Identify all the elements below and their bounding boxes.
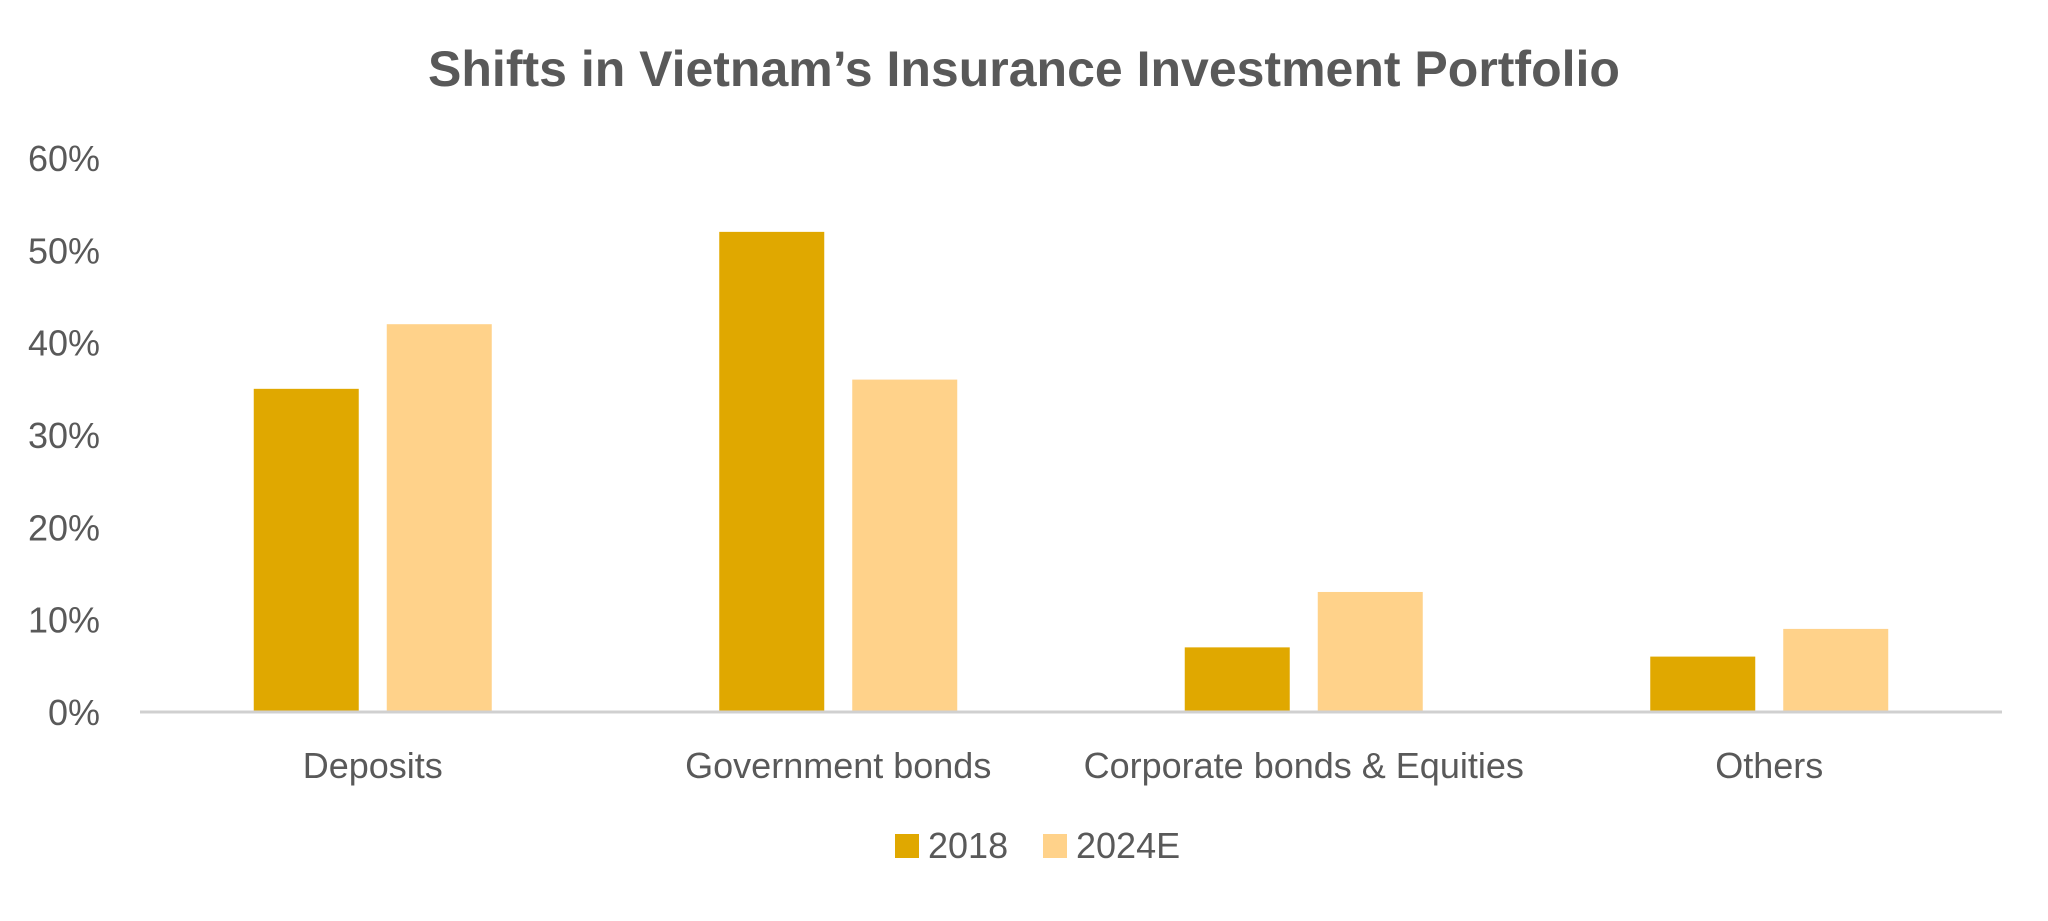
bar-2018-0 bbox=[253, 388, 359, 712]
bars bbox=[253, 231, 1889, 712]
bar-2024E-0 bbox=[386, 324, 492, 712]
y-tick-label: 30% bbox=[28, 415, 100, 456]
legend-label: 2024E bbox=[1076, 825, 1180, 866]
legend-label: 2018 bbox=[928, 825, 1008, 866]
bar-2018-2 bbox=[1184, 647, 1290, 712]
y-tick-label: 10% bbox=[28, 600, 100, 641]
y-tick-label: 20% bbox=[28, 507, 100, 548]
bar-2024E-1 bbox=[852, 379, 958, 712]
y-tick-label: 50% bbox=[28, 230, 100, 271]
category-labels: Deposits Government bonds Corporate bonds … bbox=[303, 745, 1824, 786]
category-label: Others bbox=[1715, 745, 1823, 786]
category-label: Deposits bbox=[303, 745, 443, 786]
legend-swatch-2018 bbox=[895, 834, 919, 858]
chart-title: Shifts in Vietnam’s Insurance Investment… bbox=[428, 41, 1620, 97]
category-label: Government bonds bbox=[685, 745, 991, 786]
y-tick-label: 40% bbox=[28, 323, 100, 364]
bar-2018-3 bbox=[1650, 656, 1756, 712]
legend: 2018 2024E bbox=[895, 825, 1180, 866]
bar-2024E-3 bbox=[1783, 628, 1889, 712]
y-tick-label: 0% bbox=[48, 692, 100, 733]
y-axis-ticks: 0% 10% 20% 30% 40% 50% 60% bbox=[28, 138, 100, 733]
legend-swatch-2024E bbox=[1043, 834, 1067, 858]
bar-2018-1 bbox=[719, 231, 825, 712]
y-tick-label: 60% bbox=[28, 138, 100, 179]
category-label: Corporate bonds & Equities bbox=[1084, 745, 1524, 786]
bar-2024E-2 bbox=[1317, 591, 1423, 712]
